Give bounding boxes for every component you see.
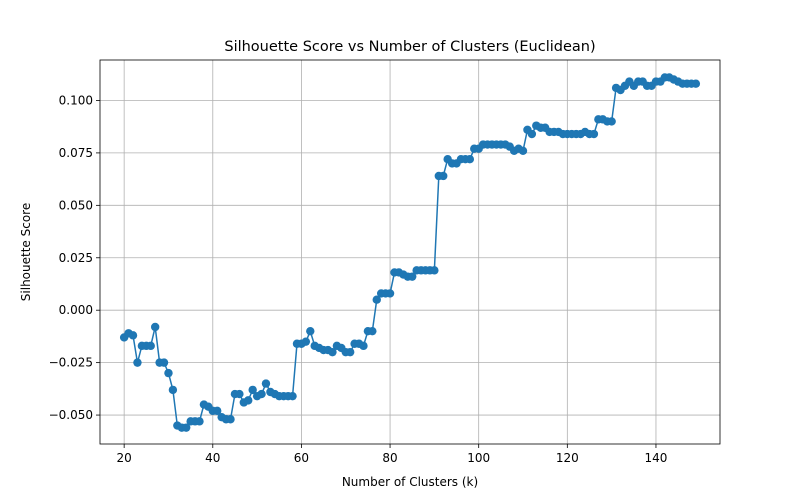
data-point xyxy=(150,322,160,332)
data-point xyxy=(244,396,253,405)
x-tick-label: 140 xyxy=(645,451,668,465)
data-point xyxy=(465,155,475,164)
data-point xyxy=(408,272,417,281)
y-tick-label: 0.100 xyxy=(59,93,93,107)
x-tick-label: 60 xyxy=(294,451,309,465)
data-point xyxy=(168,385,178,395)
data-point xyxy=(159,358,169,367)
data-point xyxy=(235,389,244,399)
data-point xyxy=(164,368,173,378)
grid-lines xyxy=(100,60,720,444)
data-point xyxy=(248,385,257,395)
x-tick-label: 40 xyxy=(205,451,220,465)
data-point xyxy=(607,117,616,126)
chart-title: Silhouette Score vs Number of Clusters (… xyxy=(224,39,595,55)
data-point xyxy=(439,171,448,181)
axis-ticks: 20 40 60 80 100 120 140 −0.050 −0.025 0.000 0.025 0… xyxy=(49,93,668,465)
data-point xyxy=(226,415,235,424)
data-point xyxy=(527,129,537,139)
x-tick-label: 80 xyxy=(382,451,397,465)
x-tick-label: 20 xyxy=(117,451,132,465)
y-tick-label: −0.050 xyxy=(49,408,93,422)
data-point xyxy=(385,289,395,298)
y-axis-label: Silhouette Score xyxy=(19,203,33,301)
data-series xyxy=(119,73,701,432)
data-point xyxy=(128,331,138,340)
x-axis-label: Number of Clusters (k) xyxy=(342,475,478,489)
data-point xyxy=(182,423,191,432)
data-point xyxy=(261,379,271,388)
data-point xyxy=(691,79,701,88)
data-point xyxy=(359,341,368,351)
x-tick-label: 120 xyxy=(556,451,579,465)
data-point xyxy=(589,129,599,139)
y-tick-label: −0.025 xyxy=(49,356,93,370)
plot-frame xyxy=(99,59,721,445)
x-tick-label: 100 xyxy=(467,451,490,465)
data-point xyxy=(306,326,315,336)
data-point xyxy=(345,347,355,357)
y-tick-label: 0.025 xyxy=(59,251,93,265)
data-point xyxy=(372,295,381,304)
data-point xyxy=(368,326,377,336)
data-point xyxy=(146,341,155,351)
y-tick-label: 0.050 xyxy=(59,198,93,212)
data-point xyxy=(257,389,266,399)
data-point xyxy=(328,347,337,357)
y-tick-label: 0.075 xyxy=(59,146,93,160)
y-tick-label: 0.000 xyxy=(59,303,93,317)
data-point xyxy=(288,391,297,401)
data-point xyxy=(195,417,204,426)
data-point xyxy=(430,266,439,275)
data-point xyxy=(133,358,142,367)
data-point xyxy=(301,337,311,346)
data-point xyxy=(213,406,222,416)
data-point xyxy=(518,146,528,156)
